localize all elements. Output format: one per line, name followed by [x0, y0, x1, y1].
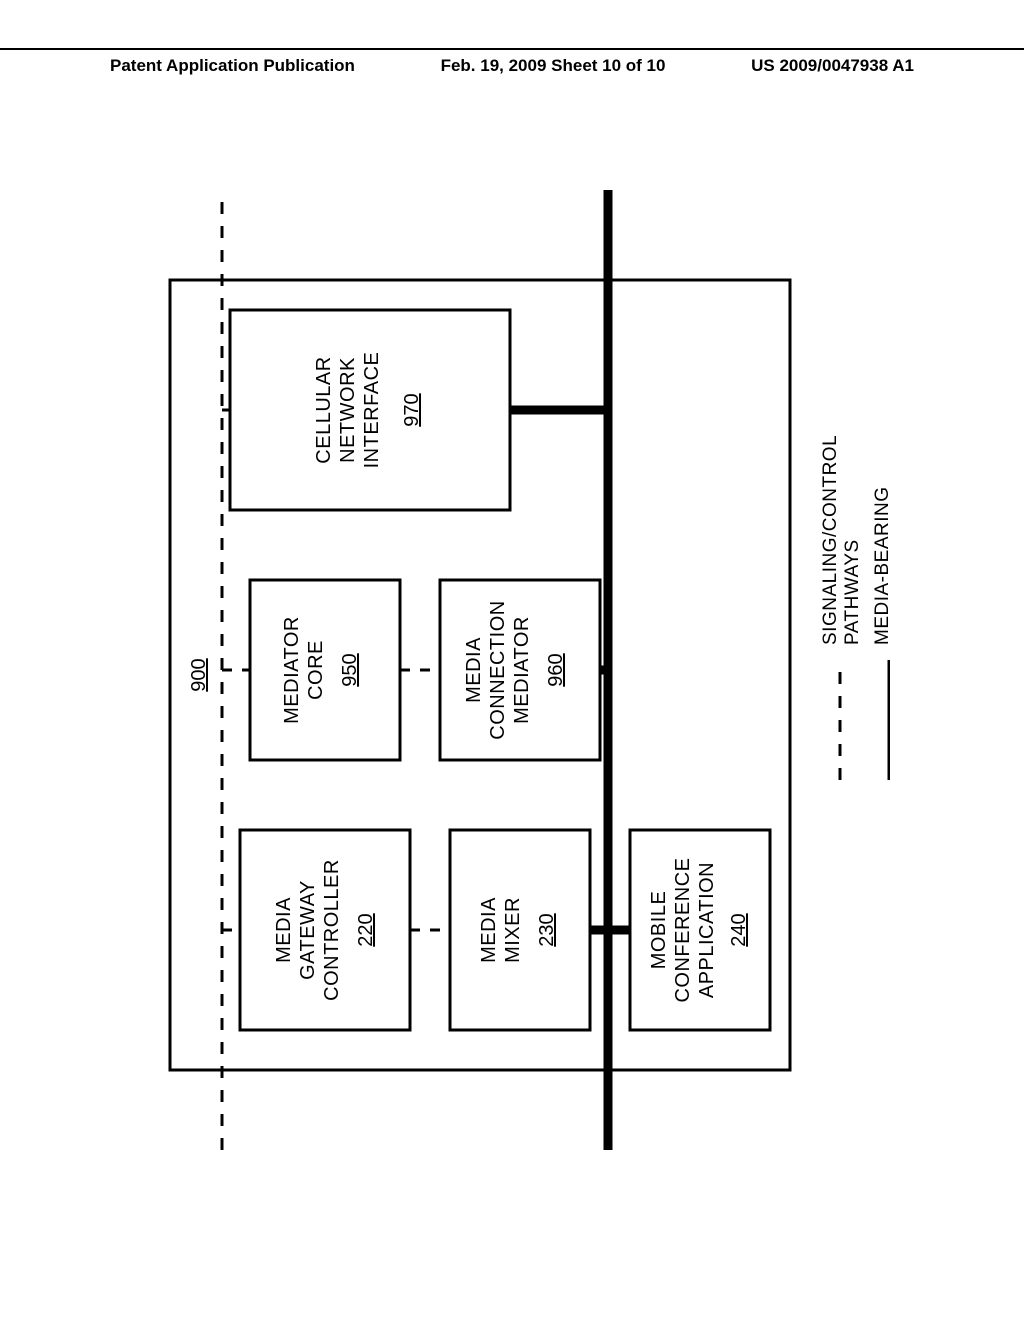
header-right: US 2009/0047938 A1: [751, 56, 914, 76]
label-cni-3: INTERFACE: [361, 352, 383, 469]
label-mca-1: MOBILE: [648, 891, 670, 970]
label-mca-2: CONFERENCE: [672, 857, 694, 1002]
label-mgc-2: GATEWAY: [297, 880, 319, 980]
label-cni-1: CELLULAR: [313, 356, 335, 463]
label-mcore-2: CORE: [305, 640, 327, 700]
label-mixer-1: MEDIA: [478, 897, 500, 963]
ref-970: 970: [401, 393, 423, 426]
ref-230: 230: [536, 913, 558, 946]
ref-900: 900: [188, 658, 210, 691]
label-cni-2: NETWORK: [337, 357, 359, 463]
header-left: Patent Application Publication: [110, 56, 355, 76]
page-header: Patent Application Publication Feb. 19, …: [0, 48, 1024, 76]
diagram-svg: 900 MEDIA GATEWAY CONTROLLER 220 MEDIATO…: [130, 170, 890, 1170]
ref-220: 220: [355, 913, 377, 946]
legend-signaling-1: SIGNALING/CONTROL: [820, 435, 841, 645]
label-mcore-1: MEDIATOR: [281, 616, 303, 724]
label-mcm-3: MEDIATOR: [511, 616, 533, 724]
label-mcm-2: CONNECTION: [487, 600, 509, 739]
label-mgc-3: CONTROLLER: [321, 859, 343, 1001]
label-mcm-1: MEDIA: [463, 637, 485, 703]
legend-signaling-2: PATHWAYS: [842, 539, 863, 645]
ref-240: 240: [728, 913, 750, 946]
figure-9-diagram: 900 MEDIA GATEWAY CONTROLLER 220 MEDIATO…: [130, 170, 890, 1170]
page: Patent Application Publication Feb. 19, …: [0, 0, 1024, 1320]
header-center: Feb. 19, 2009 Sheet 10 of 10: [441, 56, 666, 76]
label-mca-3: APPLICATION: [696, 862, 718, 998]
ref-960: 960: [545, 653, 567, 686]
legend-media-1: MEDIA-BEARING: [872, 486, 890, 645]
ref-950: 950: [339, 653, 361, 686]
label-mixer-2: MIXER: [502, 897, 524, 963]
label-mgc-1: MEDIA: [273, 897, 295, 963]
